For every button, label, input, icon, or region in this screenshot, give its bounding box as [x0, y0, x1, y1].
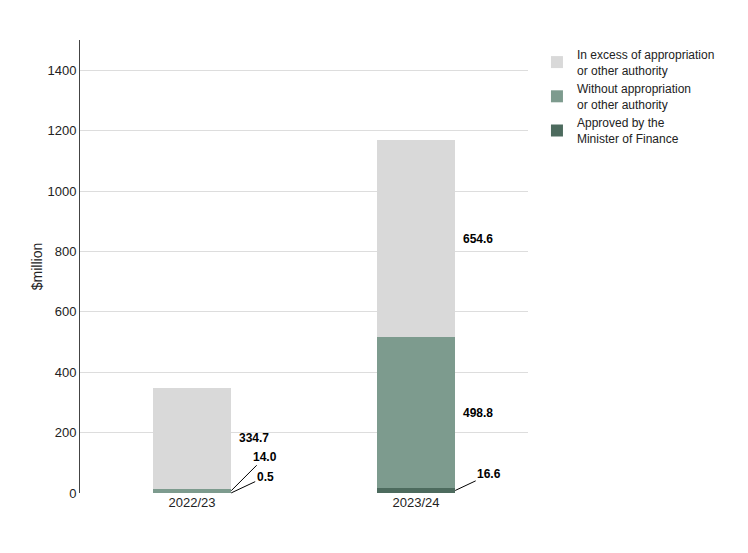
svg-text:1400: 1400: [47, 63, 76, 78]
svg-text:1000: 1000: [47, 184, 76, 199]
svg-text:2023/24: 2023/24: [393, 495, 440, 510]
svg-text:334.7: 334.7: [239, 431, 269, 445]
svg-text:Without appropriationor other: Without appropriationor other authority: [577, 82, 691, 112]
svg-text:16.6: 16.6: [477, 467, 501, 481]
svg-text:0: 0: [69, 486, 76, 501]
svg-text:In excess of appropriationor o: In excess of appropriationor other autho…: [577, 48, 714, 78]
svg-text:0.5: 0.5: [257, 470, 274, 484]
svg-text:600: 600: [55, 304, 77, 319]
svg-text:400: 400: [55, 365, 77, 380]
svg-text:Approved by theMinister of Fin: Approved by theMinister of Finance: [577, 116, 679, 146]
svg-text:800: 800: [55, 244, 77, 259]
svg-text:2022/23: 2022/23: [169, 495, 216, 510]
svg-text:14.0: 14.0: [253, 450, 277, 464]
svg-text:1200: 1200: [47, 123, 76, 138]
svg-text:$million: $million: [29, 243, 45, 290]
svg-text:498.8: 498.8: [463, 406, 493, 420]
svg-text:200: 200: [55, 425, 77, 440]
svg-text:654.6: 654.6: [463, 232, 493, 246]
